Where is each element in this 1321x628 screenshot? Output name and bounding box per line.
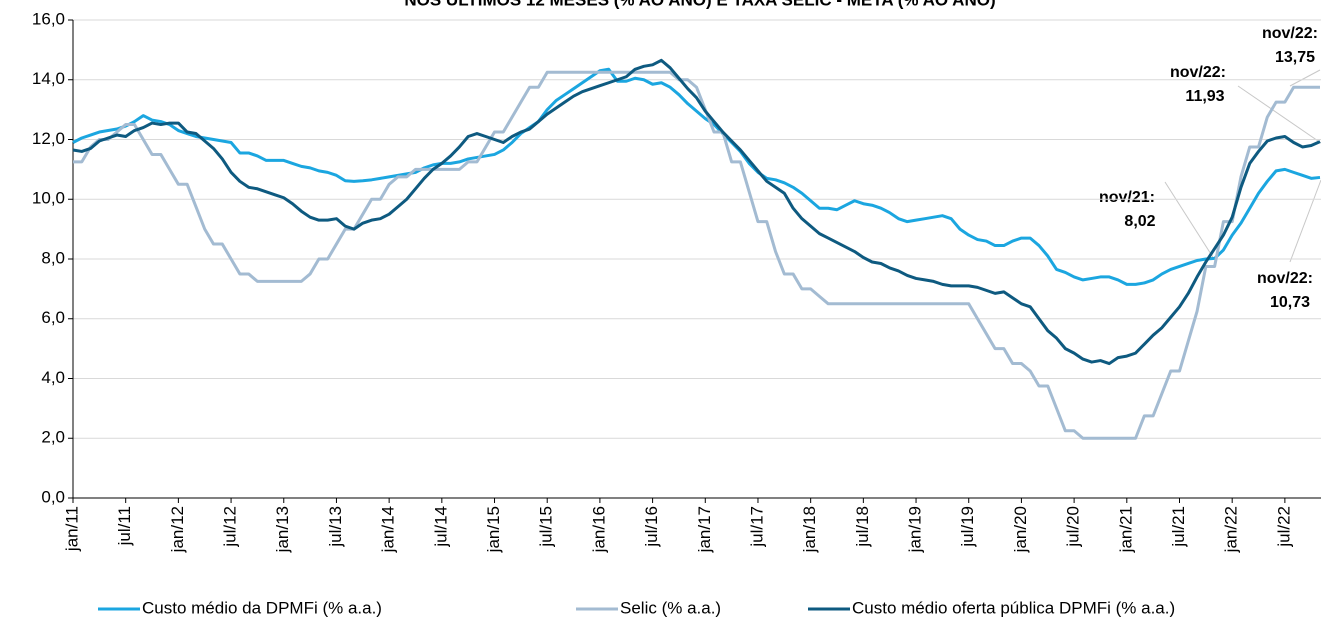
annotation-label: nov/21: <box>1099 189 1155 206</box>
series-line <box>73 70 1320 440</box>
annotation-text: 10,73 <box>1270 294 1310 311</box>
x-tick-label: jul/13 <box>326 506 345 548</box>
y-tick-label: 10,0 <box>32 189 65 208</box>
x-tick-label: jul/18 <box>853 506 872 548</box>
leader-line <box>1289 69 1321 87</box>
x-tick-label: jul/15 <box>537 506 556 548</box>
y-tick-label: 14,0 <box>32 69 65 88</box>
annotation-label: nov/22: <box>1257 270 1313 287</box>
y-tick-label: 8,0 <box>41 248 65 267</box>
leader-lines <box>1164 69 1321 263</box>
x-tick-label: jan/20 <box>1011 506 1030 553</box>
x-tick-label: jul/17 <box>747 506 766 548</box>
x-tick-label: jan/11 <box>62 506 81 552</box>
x-tick-label: jan/16 <box>589 506 608 553</box>
x-tick-label: jul/16 <box>642 506 661 548</box>
x-tick-label: jul/14 <box>431 506 450 548</box>
x-tick-label: jul/19 <box>958 506 977 548</box>
annotation-label: nov/22: <box>1262 25 1318 42</box>
annotation-text: 13,75 <box>1275 49 1315 66</box>
x-tick-label: jan/12 <box>168 506 187 553</box>
series-line <box>72 67 1321 286</box>
y-tick-label: 6,0 <box>41 308 65 327</box>
x-tick-label: jul/22 <box>1274 506 1293 548</box>
leader-line <box>1289 179 1321 263</box>
annotation-label: nov/22: <box>1170 64 1226 81</box>
leader-line <box>1237 85 1321 144</box>
series-line <box>72 58 1321 366</box>
x-tick-label: jul/11 <box>115 506 134 546</box>
legend-label: Custo médio da DPMFi (% a.a.) <box>142 598 382 617</box>
x-tick-label: jan/14 <box>379 506 398 553</box>
x-tick-label: jul/21 <box>1169 506 1188 548</box>
y-tick-label: 12,0 <box>32 129 65 148</box>
x-tick-label: jan/18 <box>800 506 819 553</box>
x-tick-label: jul/20 <box>1064 506 1083 548</box>
x-tick-label: jan/15 <box>484 506 503 553</box>
x-tick-label: jan/19 <box>906 506 925 553</box>
x-tick-label: jan/21 <box>1116 506 1135 553</box>
leader-line <box>1164 181 1217 263</box>
x-tick-label: jan/22 <box>1222 506 1241 553</box>
y-tick-label: 0,0 <box>41 487 65 506</box>
annotation-text: 8,02 <box>1124 213 1155 230</box>
chart-title: NOS ÚLTIMOS 12 MESES (% AO ANO) E TAXA S… <box>404 0 995 9</box>
x-tick-label: jan/13 <box>273 506 292 553</box>
y-tick-label: 4,0 <box>41 368 65 387</box>
y-tick-label: 2,0 <box>41 428 65 447</box>
x-tick-label: jan/17 <box>695 506 714 553</box>
y-tick-label: 16,0 <box>32 9 65 28</box>
annotation-text: 11,93 <box>1185 88 1224 105</box>
legend-label: Selic (% a.a.) <box>620 598 721 617</box>
legend-label: Custo médio oferta pública DPMFi (% a.a.… <box>852 598 1175 617</box>
x-tick-label: jul/12 <box>221 506 240 548</box>
